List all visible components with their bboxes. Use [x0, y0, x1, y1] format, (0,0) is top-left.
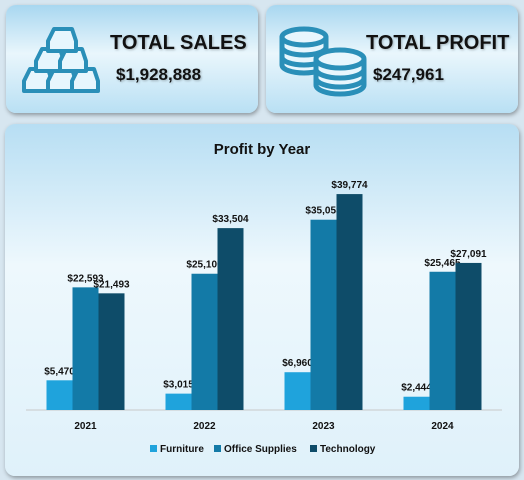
- bar-furniture-2023: [284, 372, 311, 410]
- data-label: $22,593: [67, 273, 104, 284]
- bar-technology-2023: [336, 194, 363, 410]
- total-sales-title: TOTAL SALES: [110, 32, 247, 54]
- data-label: $6,960: [282, 358, 313, 369]
- bar-furniture-2024: [403, 396, 430, 410]
- data-label: $5,470: [44, 366, 75, 377]
- bar-office-supplies-2022: [191, 273, 218, 410]
- data-label: $3,015: [163, 380, 194, 391]
- total-sales-value: $1,928,888: [116, 65, 202, 84]
- bar-technology-2024: [455, 262, 482, 410]
- data-label: $27,091: [450, 249, 487, 260]
- total-sales-card: TOTAL SALES $1,928,888: [6, 5, 258, 113]
- bar-office-supplies-2021: [72, 287, 99, 410]
- gold-bars-icon: [22, 27, 100, 93]
- total-profit-card: TOTAL PROFIT $247,961: [266, 5, 518, 113]
- bar-furniture-2021: [46, 380, 73, 410]
- data-label: $25,100: [186, 260, 223, 271]
- data-label: $33,504: [212, 214, 249, 225]
- data-label: $25,465: [424, 258, 461, 269]
- total-profit-value: $247,961: [373, 65, 444, 84]
- legend-swatch-furniture: [150, 445, 157, 452]
- profit-by-year-chart: Profit by Year $5,470 $22,593 $21,493 2021 $…: [5, 124, 519, 476]
- bar-technology-2021: [98, 293, 125, 410]
- x-tick-label: 2024: [431, 421, 454, 432]
- bar-furniture-2022: [165, 393, 192, 410]
- profit-chart-svg: Profit by Year $5,470 $22,593$21,493 2021 $…: [26, 141, 502, 455]
- data-label: $35,053: [305, 206, 342, 217]
- bar-office-supplies-2023: [310, 219, 337, 410]
- bar-office-supplies-2024: [429, 271, 456, 410]
- data-label: $2,444: [401, 383, 432, 394]
- x-tick-label: 2021: [74, 421, 97, 432]
- legend-swatch-office-supplies: [214, 445, 221, 452]
- legend-label: Office Supplies: [224, 444, 297, 455]
- legend-label: Technology: [320, 444, 376, 455]
- bar-technology-2022: [217, 228, 244, 410]
- chart-title: Profit by Year: [214, 141, 311, 158]
- data-label: $39,774: [331, 180, 368, 191]
- legend-swatch-technology: [310, 445, 317, 452]
- coins-stack-icon: [279, 26, 367, 97]
- x-tick-label: 2022: [193, 421, 216, 432]
- x-tick-label: 2023: [312, 421, 335, 432]
- data-label: $21,493: [93, 279, 130, 290]
- total-profit-title: TOTAL PROFIT: [366, 32, 510, 54]
- legend-label: Furniture: [160, 444, 204, 455]
